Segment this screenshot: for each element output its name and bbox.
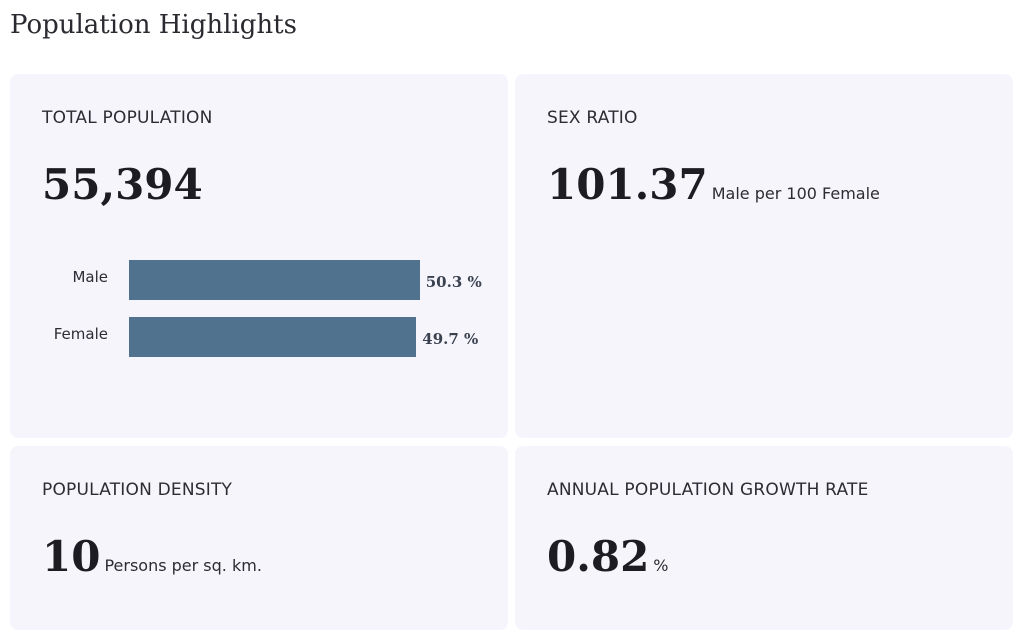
male-bar-label: Male <box>72 268 108 286</box>
male-bar <box>129 260 420 300</box>
population-density-value-row: 10 Persons per sq. km. <box>42 532 262 581</box>
growth-rate-label: ANNUAL POPULATION GROWTH RATE <box>547 480 869 500</box>
sex-ratio-value: 101.37 <box>547 160 708 209</box>
growth-rate-unit: % <box>653 556 669 575</box>
total-population-card: TOTAL POPULATION 55,394 Male 50.3 % Fema… <box>10 74 508 438</box>
growth-rate-value-row: 0.82 % <box>547 532 669 581</box>
female-bar-label: Female <box>53 325 108 343</box>
sex-ratio-unit: Male per 100 Female <box>711 184 880 203</box>
growth-rate-value: 0.82 <box>547 532 650 581</box>
female-bar-value: 49.7 % <box>422 330 479 348</box>
growth-rate-card: ANNUAL POPULATION GROWTH RATE 0.82 % <box>515 446 1013 630</box>
population-density-value: 10 <box>42 532 101 581</box>
population-density-label: POPULATION DENSITY <box>42 480 233 500</box>
total-population-value: 55,394 <box>42 160 203 209</box>
total-population-label: TOTAL POPULATION <box>42 108 213 128</box>
population-density-unit: Persons per sq. km. <box>104 556 262 575</box>
female-bar <box>129 317 417 357</box>
sex-ratio-value-row: 101.37 Male per 100 Female <box>547 160 880 209</box>
male-bar-value: 50.3 % <box>425 273 482 291</box>
female-bar-row: Female 49.7 % <box>10 317 508 357</box>
population-density-card: POPULATION DENSITY 10 Persons per sq. km… <box>10 446 508 630</box>
sex-ratio-label: SEX RATIO <box>547 108 638 128</box>
total-population-value-row: 55,394 <box>42 160 203 209</box>
sex-ratio-card: SEX RATIO 101.37 Male per 100 Female <box>515 74 1013 438</box>
male-bar-row: Male 50.3 % <box>10 260 508 300</box>
page-title: Population Highlights <box>10 10 297 40</box>
